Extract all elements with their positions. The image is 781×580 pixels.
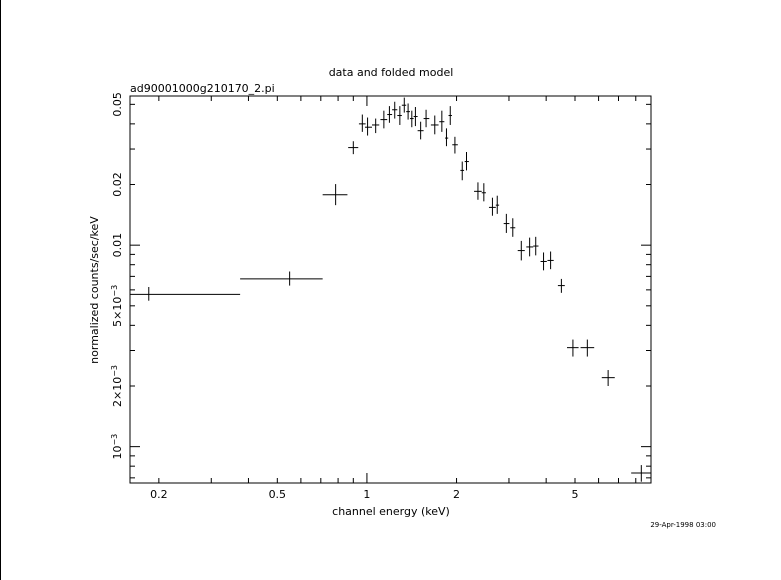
data-point — [526, 237, 534, 257]
data-point — [448, 106, 452, 125]
data-point — [423, 109, 430, 128]
data-point — [452, 136, 458, 154]
timestamp: 29-Apr-1998 03:00 — [650, 521, 716, 529]
data-point — [460, 161, 465, 181]
data-point — [557, 278, 565, 293]
data-point — [409, 110, 414, 128]
data-point — [364, 117, 372, 136]
data-point — [445, 128, 449, 147]
data-point — [580, 339, 595, 357]
data-point — [380, 110, 388, 129]
data-point — [401, 97, 407, 113]
y-axis-ticks — [130, 103, 651, 479]
chart-subtitle: ad90001000g210170_2.pi — [130, 82, 275, 95]
y-axis-label: normalized counts/sec/keV — [88, 216, 101, 364]
data-point — [540, 252, 547, 271]
window-edge-rule — [0, 0, 1, 580]
data-point — [481, 183, 486, 202]
data-points — [130, 97, 651, 482]
data-point — [464, 152, 469, 171]
x-tick-label: 2 — [453, 488, 460, 501]
data-point — [517, 240, 525, 261]
x-axis-ticks — [158, 96, 652, 483]
data-point — [392, 101, 398, 119]
data-point — [358, 114, 366, 132]
chart-title: data and folded model — [329, 66, 454, 79]
data-point — [474, 182, 482, 200]
data-point — [130, 286, 241, 301]
y-tick-label: 0.02 — [111, 172, 124, 197]
data-point — [567, 339, 579, 357]
x-axis-label: channel energy (keV) — [332, 505, 450, 518]
data-point — [503, 213, 510, 233]
data-point — [387, 106, 393, 123]
y-tick-label: 0.05 — [111, 92, 124, 117]
data-point — [533, 236, 539, 256]
data-point — [406, 103, 410, 120]
data-point — [488, 197, 496, 216]
plot-frame — [129, 95, 652, 484]
data-point — [601, 370, 615, 386]
data-point — [430, 115, 439, 135]
data-point — [371, 118, 380, 134]
y-axis-tick-labels: 0.05 0.02 0.01 5×10−3 2×10−3 10−3 — [110, 92, 124, 459]
y-tick-label: 0.01 — [111, 233, 124, 258]
data-point — [322, 184, 348, 206]
data-point — [397, 106, 402, 125]
data-point — [439, 110, 445, 132]
y-tick-label: 2×10−3 — [110, 365, 124, 407]
x-tick-label: 0.2 — [150, 488, 168, 501]
y-tick-label: 5×10−3 — [110, 285, 124, 327]
x-tick-label: 0.5 — [269, 488, 287, 501]
data-point — [495, 195, 500, 214]
data-point — [417, 121, 424, 140]
x-axis-tick-labels: 0.2 0.5 1 2 5 — [150, 488, 578, 501]
y-tick-label: 10−3 — [110, 434, 124, 460]
data-point — [240, 271, 323, 286]
data-point — [348, 141, 359, 155]
x-tick-label: 1 — [363, 488, 370, 501]
data-point — [510, 218, 516, 237]
data-point — [413, 107, 418, 127]
data-point — [547, 251, 554, 270]
x-tick-label: 5 — [572, 488, 579, 501]
data-point — [631, 465, 651, 482]
